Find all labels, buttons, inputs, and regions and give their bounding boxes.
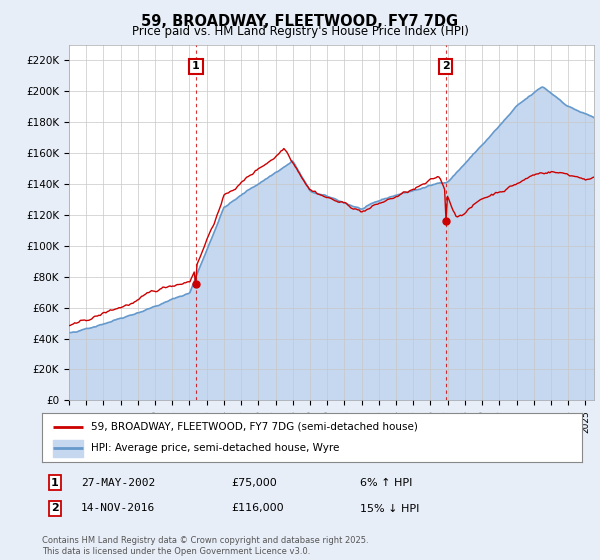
Text: 1: 1 bbox=[192, 62, 200, 72]
Text: 6% ↑ HPI: 6% ↑ HPI bbox=[360, 478, 412, 488]
Text: Price paid vs. HM Land Registry's House Price Index (HPI): Price paid vs. HM Land Registry's House … bbox=[131, 25, 469, 38]
Text: £116,000: £116,000 bbox=[231, 503, 284, 514]
Text: 2: 2 bbox=[442, 62, 449, 72]
Text: 27-MAY-2002: 27-MAY-2002 bbox=[81, 478, 155, 488]
Text: 14-NOV-2016: 14-NOV-2016 bbox=[81, 503, 155, 514]
Text: HPI: Average price, semi-detached house, Wyre: HPI: Average price, semi-detached house,… bbox=[91, 443, 339, 453]
Text: 59, BROADWAY, FLEETWOOD, FY7 7DG (semi-detached house): 59, BROADWAY, FLEETWOOD, FY7 7DG (semi-d… bbox=[91, 422, 418, 432]
Text: 1: 1 bbox=[51, 478, 59, 488]
Text: 59, BROADWAY, FLEETWOOD, FY7 7DG: 59, BROADWAY, FLEETWOOD, FY7 7DG bbox=[142, 14, 458, 29]
Text: £75,000: £75,000 bbox=[231, 478, 277, 488]
Text: 2: 2 bbox=[51, 503, 59, 514]
Text: 15% ↓ HPI: 15% ↓ HPI bbox=[360, 503, 419, 514]
Text: Contains HM Land Registry data © Crown copyright and database right 2025.
This d: Contains HM Land Registry data © Crown c… bbox=[42, 536, 368, 556]
